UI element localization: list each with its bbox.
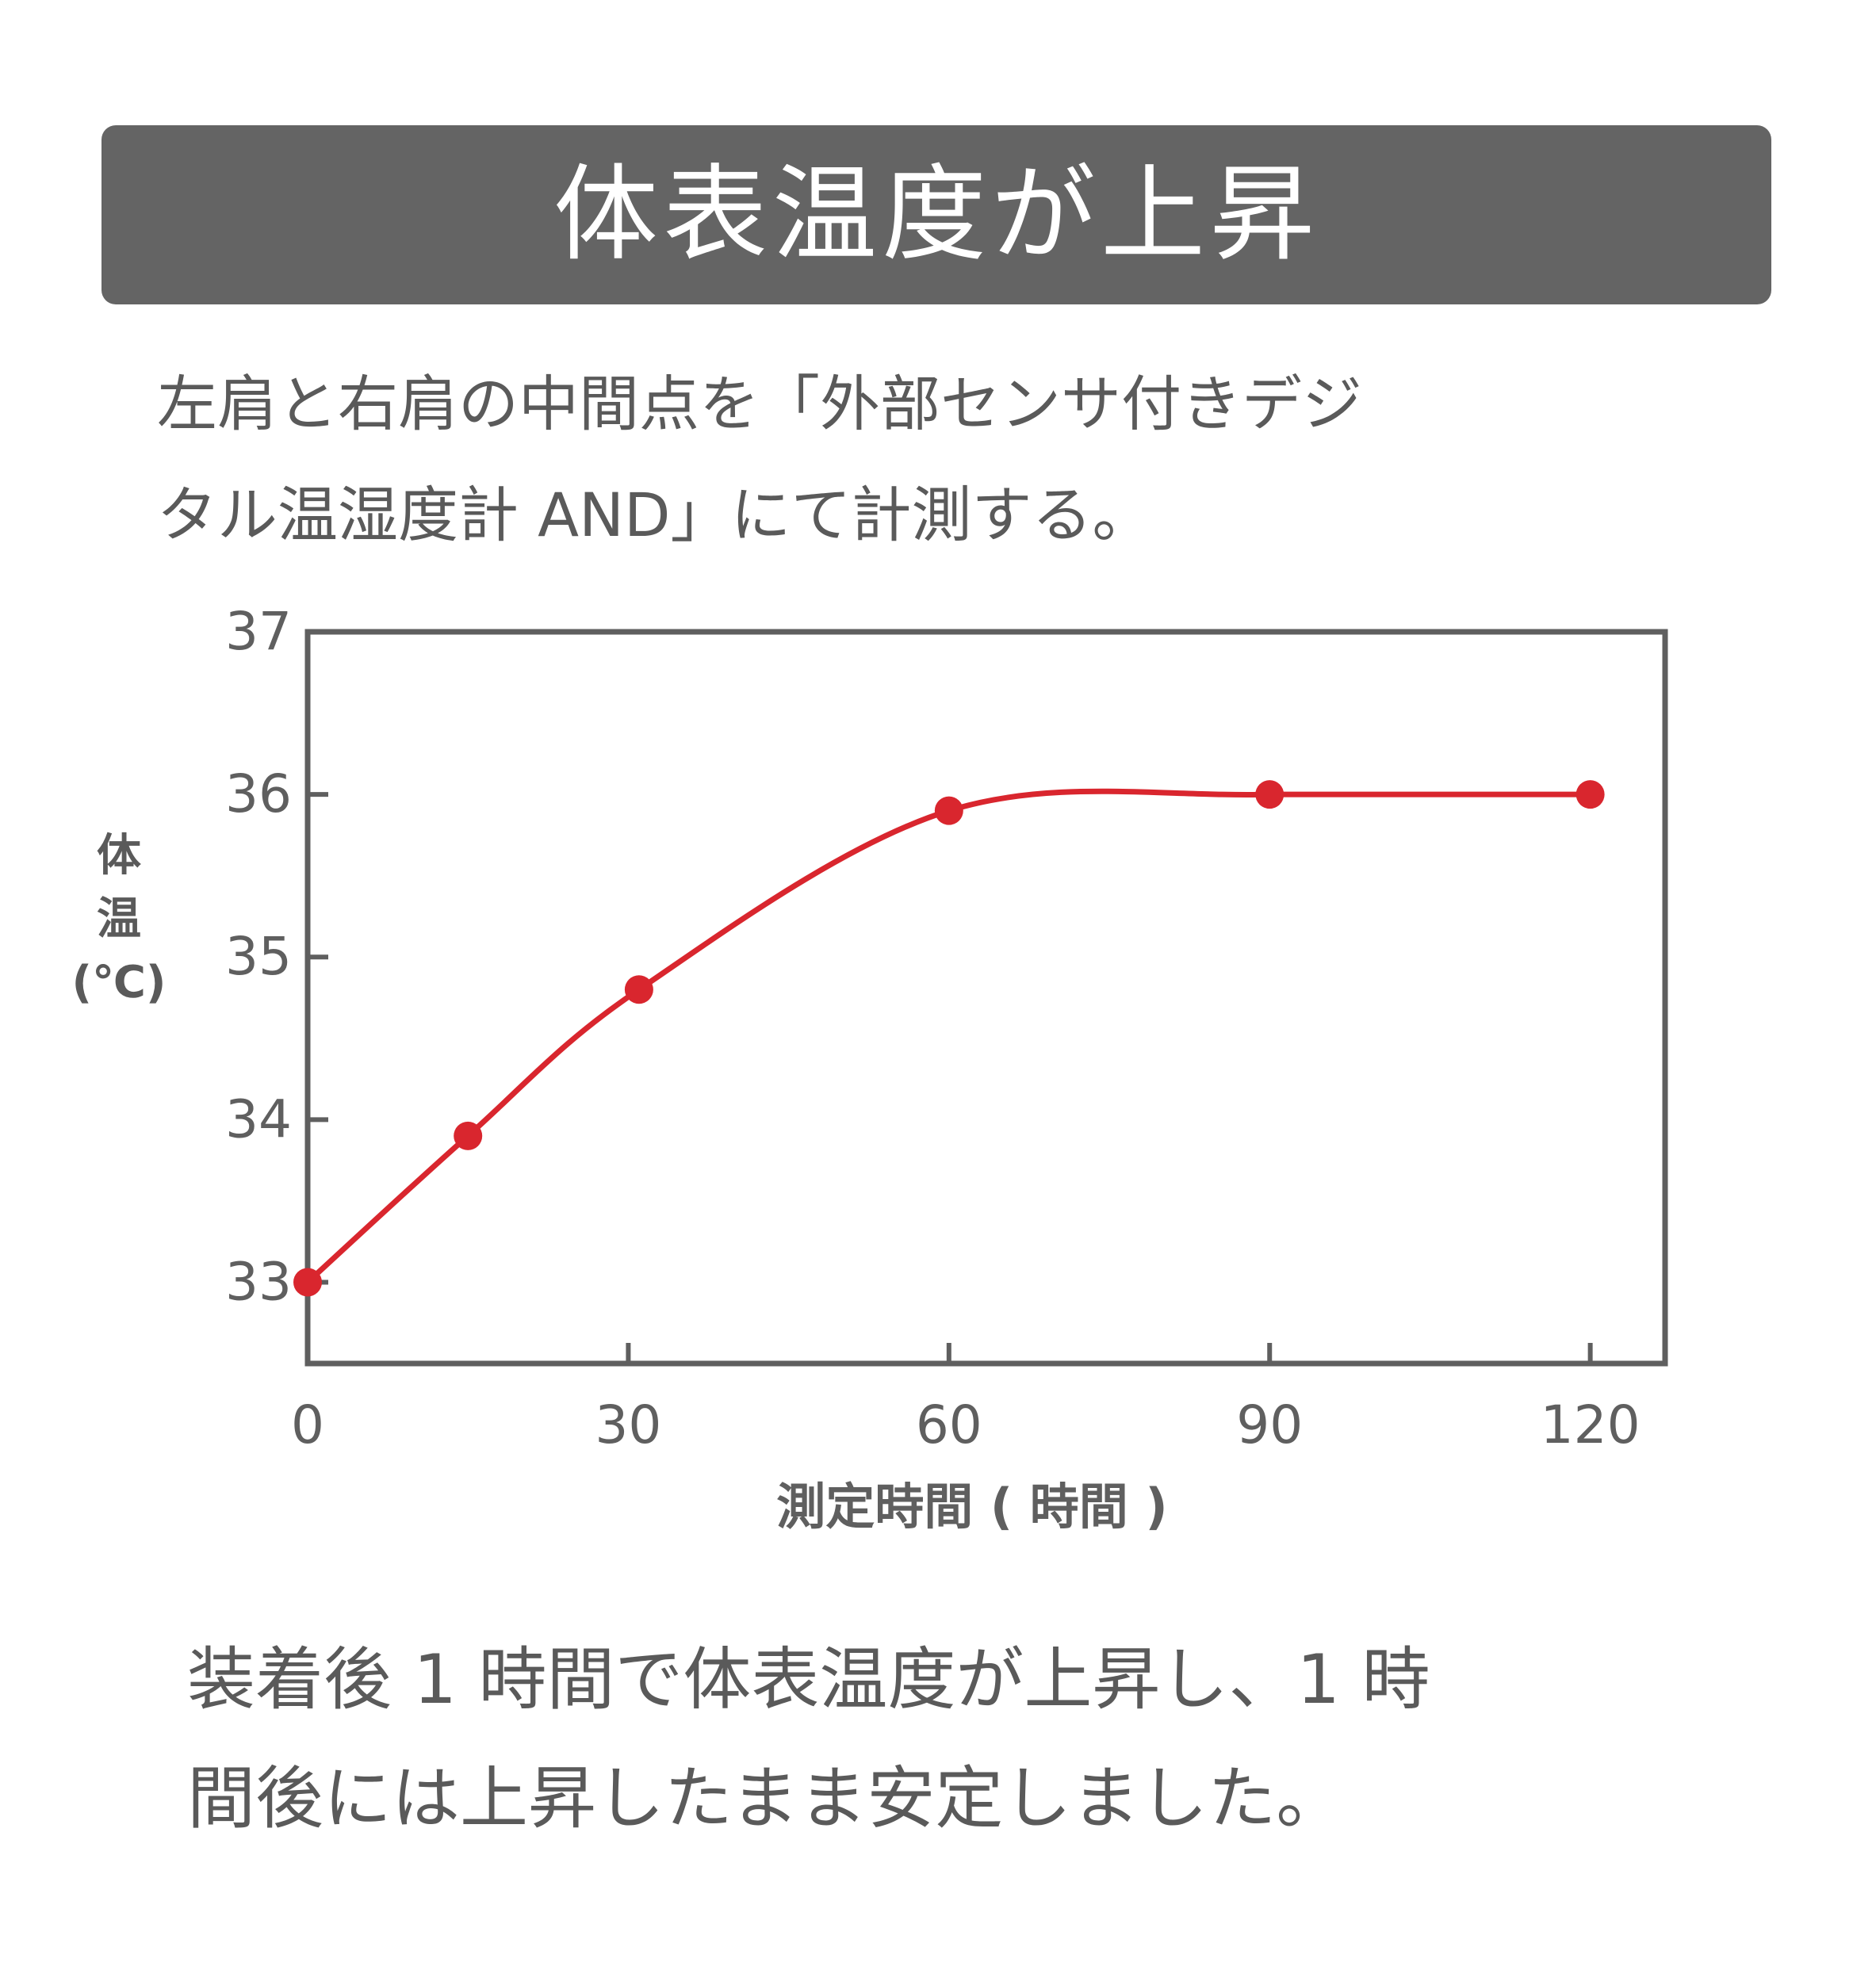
y-axis-label-line-3: (℃)	[71, 957, 167, 1008]
y-tick-label: 36	[225, 763, 292, 824]
data-point	[934, 796, 963, 825]
x-tick-label: 60	[916, 1394, 982, 1455]
intro-line-2: タル温湿度計 AND」にて計測する。	[157, 480, 1153, 550]
y-tick-label: 33	[225, 1251, 292, 1312]
intro-text: 左肩と右肩の中間点を「外部センサ付きデジ タル温湿度計 AND」にて計測する。	[157, 349, 1775, 571]
data-point	[293, 1268, 322, 1297]
x-tick-label: 90	[1236, 1394, 1303, 1455]
y-axis-label-line-1: 体	[97, 830, 141, 882]
data-point	[624, 975, 653, 1004]
page-title: 体表温度が上昇	[553, 154, 1319, 276]
x-tick-label: 30	[595, 1394, 661, 1455]
data-point	[454, 1121, 483, 1150]
data-point	[1575, 780, 1605, 809]
temperature-chart: 33 34 35 36 37 0 30 60 90 120 測定時間 ( 時間 )	[225, 601, 1668, 1536]
plot-frame	[304, 629, 1668, 1367]
y-tick-label: 37	[225, 601, 292, 662]
conclusion-text: 装着後 1 時間で体表温度が上昇し、1 時 間後には上昇したまま安定しました。	[187, 1620, 1805, 1858]
conclusion-line-1: 装着後 1 時間で体表温度が上昇し、1 時	[187, 1640, 1430, 1719]
y-axis-label: 体 温 (℃)	[56, 824, 182, 1015]
data-point	[1255, 780, 1284, 809]
intro-line-1: 左肩と右肩の中間点を「外部センサ付きデジ	[157, 369, 1362, 439]
series-line	[305, 788, 1591, 1285]
y-tick-label: 35	[225, 926, 292, 987]
conclusion-line-2: 間後には上昇したまま安定しました。	[187, 1759, 1345, 1838]
title-banner: 体表温度が上昇	[101, 125, 1771, 304]
x-tick-label: 120	[1541, 1394, 1641, 1455]
x-tick-label: 0	[291, 1394, 324, 1455]
y-axis-label-line-2: 温	[97, 893, 141, 945]
y-tick-label: 34	[225, 1088, 292, 1149]
x-axis-label: 測定時間 ( 時間 )	[776, 1478, 1167, 1536]
